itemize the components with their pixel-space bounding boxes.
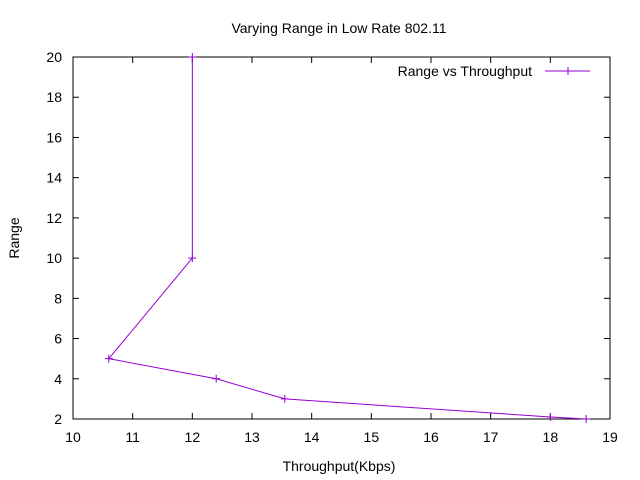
- y-tick-label: 10: [46, 250, 62, 266]
- x-tick-label: 12: [185, 429, 201, 445]
- y-tick-label: 4: [54, 371, 62, 387]
- x-tick-label: 19: [602, 429, 618, 445]
- legend: Range vs Throughput: [398, 63, 590, 79]
- legend-marker: [564, 67, 572, 75]
- x-tick-label: 13: [244, 429, 260, 445]
- x-tick-label: 18: [543, 429, 559, 445]
- x-axis-title: Throughput(Kbps): [283, 458, 396, 474]
- data-point-marker: [212, 374, 221, 383]
- data-point-marker: [546, 412, 555, 421]
- x-tick-label: 15: [364, 429, 380, 445]
- y-tick-label: 20: [46, 49, 62, 65]
- legend-label: Range vs Throughput: [398, 63, 532, 79]
- x-tick-label: 11: [125, 429, 140, 445]
- data-point-marker: [582, 415, 591, 423]
- y-tick-label: 18: [46, 89, 62, 105]
- plot-frame: [72, 56, 611, 420]
- series-layer: [104, 53, 591, 423]
- x-tick-label: 17: [483, 429, 499, 445]
- chart-title: Varying Range in Low Rate 802.11: [231, 20, 446, 36]
- y-tick-label: 12: [46, 210, 62, 226]
- y-tick-label: 8: [54, 290, 62, 306]
- x-tick-label: 16: [423, 429, 439, 445]
- data-point-marker: [280, 394, 289, 403]
- data-point-marker: [104, 354, 113, 363]
- y-tick-label: 14: [46, 170, 62, 186]
- y-axis-title: Range: [6, 217, 22, 258]
- y-tick-label: 2: [54, 411, 62, 427]
- data-point-marker: [188, 53, 197, 61]
- y-tick-label: 16: [46, 129, 62, 145]
- data-point-marker: [188, 254, 197, 263]
- axis-ticks: 10 11 12 13 14 15 16 17 18 19 2 4 6 8 10 12 14 16 18 20: [46, 49, 618, 445]
- y-tick-label: 6: [54, 331, 62, 347]
- x-tick-label: 10: [65, 429, 81, 445]
- x-tick-label: 14: [304, 429, 320, 445]
